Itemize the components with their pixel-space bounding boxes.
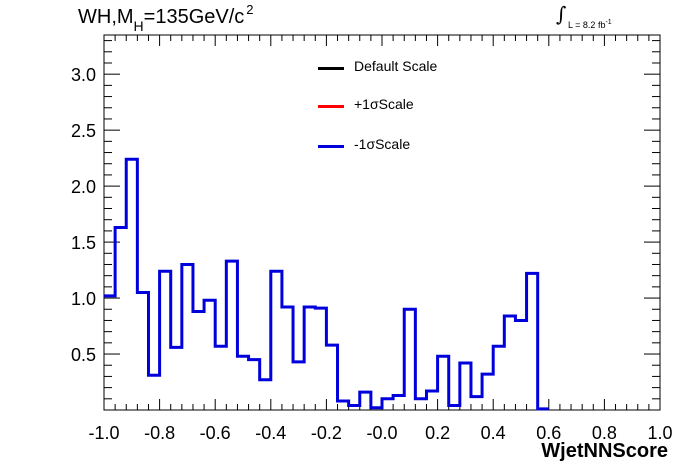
- series-line: [104, 157, 549, 411]
- title-main: WH,M: [78, 6, 134, 28]
- integral-symbol: ∫: [556, 2, 567, 26]
- x-tick-label: -1.0: [88, 423, 119, 443]
- luminosity-superscript: -1: [605, 19, 612, 26]
- x-tick-label: 1.0: [647, 423, 672, 443]
- legend-line-default: [318, 67, 344, 70]
- y-tick-label: 1.0: [71, 289, 96, 309]
- title-rest: =135GeV/c: [143, 6, 245, 28]
- legend-label-plus: +1σScale: [354, 96, 414, 112]
- y-tick-label: 1.5: [71, 233, 96, 253]
- y-tick-label: 2.5: [71, 121, 96, 141]
- title-superscript: 2: [246, 2, 254, 17]
- x-tick-label: -0.4: [255, 423, 286, 443]
- legend-label-default: Default Scale: [354, 58, 438, 74]
- x-tick-label: -0.0: [366, 423, 397, 443]
- x-tick-label: -0.8: [144, 423, 175, 443]
- y-tick-label: 2.0: [71, 177, 96, 197]
- legend-line-plus: [318, 105, 344, 108]
- plot-frame: [103, 34, 661, 411]
- x-tick-label: -0.2: [311, 423, 342, 443]
- x-tick-label: 0.6: [536, 423, 561, 443]
- x-axis-label: WjetNNScore: [541, 440, 668, 462]
- y-tick-label: 0.5: [71, 345, 96, 365]
- y-tick-label: 3.0: [71, 65, 96, 85]
- x-tick-label: 0.4: [481, 423, 506, 443]
- legend-label-minus: -1σScale: [354, 136, 411, 152]
- x-tick-label: 0.8: [592, 423, 617, 443]
- luminosity-text: L = 8.2 fb: [568, 20, 606, 30]
- title-subscript: H: [133, 18, 144, 34]
- chart-title: WH,MH=135GeV/c 2: [78, 2, 254, 34]
- legend-line-minus: [318, 145, 344, 148]
- x-tick-label: 0.2: [425, 423, 450, 443]
- x-tick-label: -0.6: [200, 423, 231, 443]
